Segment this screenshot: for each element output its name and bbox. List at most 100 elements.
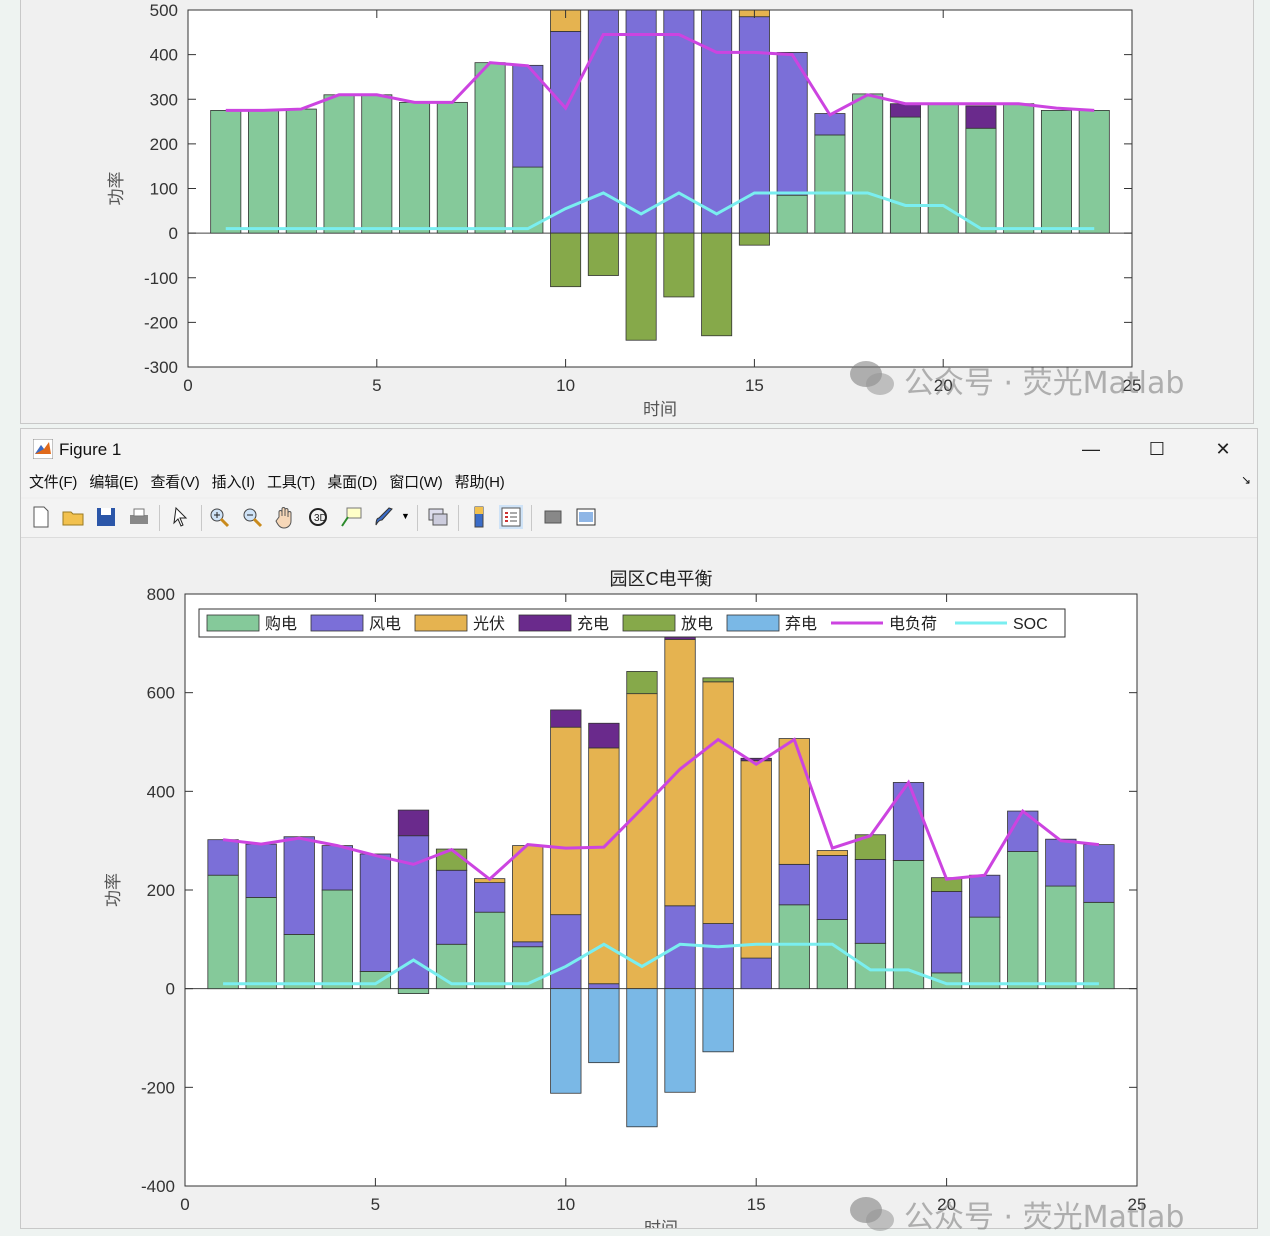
legend-label: 购电 [265, 615, 297, 633]
hide-plot-tools-icon[interactable] [541, 505, 565, 529]
legend-label: SOC [1013, 616, 1048, 633]
save-icon[interactable] [94, 505, 118, 529]
bar-风电 [246, 844, 276, 897]
legend-swatch [311, 615, 363, 631]
dock-arrow-icon[interactable]: ↘ [1241, 473, 1251, 487]
pan-icon[interactable] [273, 505, 297, 529]
pointer-icon[interactable] [169, 505, 193, 529]
bar-风电 [551, 915, 581, 989]
bar-放电 [702, 233, 732, 336]
bar-购电 [284, 934, 314, 988]
bar-弃电 [703, 989, 733, 1052]
maximize-button[interactable]: ☐ [1137, 435, 1177, 463]
y-tick-label: -200 [141, 1078, 175, 1097]
y-axis-label: 功率 [107, 172, 126, 206]
bar-放电 [588, 233, 618, 275]
bar-购电 [474, 912, 504, 988]
y-axis-label: 功率 [104, 873, 123, 907]
x-tick-label: 10 [556, 376, 575, 395]
y-tick-label: 600 [147, 684, 175, 703]
menu-window[interactable]: 窗口(W) [389, 469, 442, 497]
bar-充电 [890, 104, 920, 117]
bar-弃电 [589, 989, 619, 1063]
bar-购电 [324, 95, 354, 233]
bar-风电 [855, 859, 885, 943]
bar-风电 [626, 10, 656, 233]
bottom-chart: 0 5 10 15 20 25-400-2000200400600800时间功率园区C电平… [21, 538, 1258, 1229]
bar-风电 [474, 883, 504, 913]
menu-view[interactable]: 查看(V) [151, 469, 200, 497]
link-plot-icon[interactable] [426, 505, 450, 529]
legend-label: 光伏 [473, 615, 505, 633]
watermark-bottom: 公众号 · 荧光Matlab [904, 1192, 1184, 1236]
menu-file[interactable]: 文件(F) [29, 469, 77, 497]
bar-光伏 [703, 682, 733, 924]
watermark-top: 公众号 · 荧光Matlab [904, 358, 1184, 402]
bar-风电 [436, 870, 466, 944]
bar-购电 [360, 971, 390, 988]
y-tick-label: 800 [147, 585, 175, 604]
menu-tools[interactable]: 工具(T) [267, 469, 315, 497]
brush-dropdown-icon[interactable]: ▼ [401, 511, 410, 521]
new-figure-icon[interactable] [29, 505, 53, 529]
bar-放电 [550, 233, 580, 287]
wechat-icon [848, 1194, 896, 1234]
rotate-icon[interactable]: 3D [306, 505, 330, 529]
bar-风电 [703, 924, 733, 989]
print-icon[interactable] [127, 505, 151, 529]
window-titlebar[interactable]: Figure 1 — ☐ ✕ [21, 429, 1257, 469]
data-cursor-icon[interactable] [339, 505, 363, 529]
bar-放电 [627, 671, 657, 693]
minimize-button[interactable]: — [1071, 435, 1111, 463]
menu-help[interactable]: 帮助(H) [455, 469, 505, 497]
bar-风电 [779, 864, 809, 904]
brush-icon[interactable] [372, 505, 396, 529]
bar-风电 [741, 958, 771, 989]
y-tick-label: 0 [169, 224, 178, 243]
bar-购电 [969, 917, 999, 989]
x-tick-label: 15 [745, 376, 764, 395]
legend-label: 风电 [369, 615, 401, 633]
y-tick-label: 400 [150, 46, 178, 65]
bar-光伏 [817, 851, 847, 856]
bar-购电 [475, 63, 505, 233]
y-tick-label: 300 [150, 90, 178, 109]
bar-风电 [208, 840, 238, 876]
figure-toolbar: 3D ▼ [21, 499, 1257, 538]
show-plot-tools-icon[interactable] [574, 505, 598, 529]
bar-风电 [513, 65, 543, 167]
bar-放电 [739, 233, 769, 245]
bar-充电 [398, 810, 428, 836]
bar-购电 [853, 94, 883, 233]
bar-风电 [589, 984, 619, 989]
matlab-logo-icon [33, 439, 53, 459]
bar-购电 [1079, 110, 1109, 233]
wechat-icon [848, 358, 896, 398]
bar-光伏 [741, 761, 771, 958]
bar-充电 [966, 106, 996, 128]
legend-icon[interactable] [499, 505, 523, 529]
window-title: Figure 1 [59, 440, 121, 460]
menu-insert[interactable]: 插入(I) [212, 469, 255, 497]
legend-swatch [207, 615, 259, 631]
bar-光伏 [551, 727, 581, 914]
bar-购电 [1004, 104, 1034, 233]
zoom-out-icon[interactable] [240, 505, 264, 529]
legend-swatch [727, 615, 779, 631]
zoom-in-icon[interactable] [207, 505, 231, 529]
close-button[interactable]: ✕ [1203, 435, 1243, 463]
y-tick-label: 400 [147, 782, 175, 801]
bar-购电 [966, 128, 996, 233]
bar-购电 [817, 920, 847, 989]
menu-edit[interactable]: 编辑(E) [89, 469, 138, 497]
bar-光伏 [665, 639, 695, 905]
legend-label: 放电 [681, 615, 713, 633]
open-file-icon[interactable] [61, 505, 85, 529]
figure-window: Figure 1 — ☐ ✕ 文件(F) 编辑(E) 查看(V) 插入(I) 工… [20, 428, 1258, 1229]
bar-购电 [815, 135, 845, 233]
colorbar-icon[interactable] [467, 505, 491, 529]
x-tick-label: 5 [372, 376, 381, 395]
bar-弃电 [627, 989, 657, 1127]
bar-风电 [969, 875, 999, 917]
menu-desktop[interactable]: 桌面(D) [327, 469, 377, 497]
